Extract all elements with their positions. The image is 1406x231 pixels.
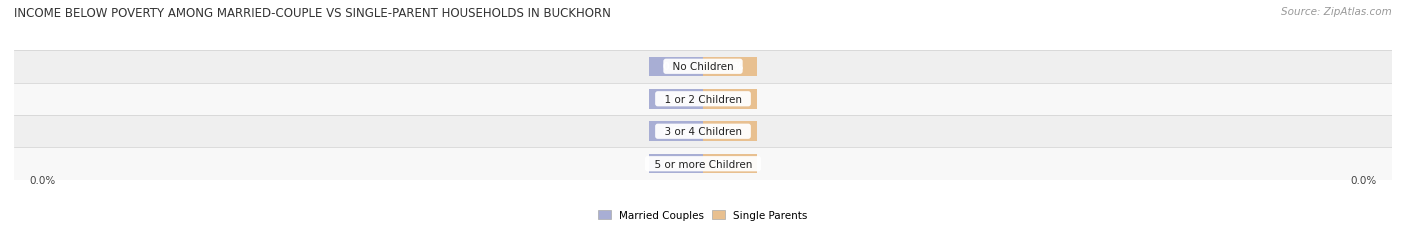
Bar bbox=[14, 83, 1392, 116]
Text: INCOME BELOW POVERTY AMONG MARRIED-COUPLE VS SINGLE-PARENT HOUSEHOLDS IN BUCKHOR: INCOME BELOW POVERTY AMONG MARRIED-COUPL… bbox=[14, 7, 612, 20]
Text: 0.0%: 0.0% bbox=[1350, 175, 1376, 185]
Text: Source: ZipAtlas.com: Source: ZipAtlas.com bbox=[1281, 7, 1392, 17]
Bar bbox=[703, 154, 756, 174]
Text: 0.0%: 0.0% bbox=[716, 127, 744, 137]
Text: 0.0%: 0.0% bbox=[716, 159, 744, 169]
Text: 0.0%: 0.0% bbox=[662, 62, 690, 72]
Legend: Married Couples, Single Parents: Married Couples, Single Parents bbox=[595, 206, 811, 224]
Bar bbox=[650, 122, 703, 141]
Text: 3 or 4 Children: 3 or 4 Children bbox=[658, 127, 748, 137]
Text: 0.0%: 0.0% bbox=[30, 175, 56, 185]
Bar bbox=[703, 57, 756, 77]
Bar bbox=[703, 90, 756, 109]
Text: 5 or more Children: 5 or more Children bbox=[648, 159, 758, 169]
Text: 0.0%: 0.0% bbox=[716, 62, 744, 72]
Text: 0.0%: 0.0% bbox=[662, 159, 690, 169]
Text: No Children: No Children bbox=[666, 62, 740, 72]
Bar bbox=[703, 122, 756, 141]
Text: 0.0%: 0.0% bbox=[716, 94, 744, 104]
Text: 1 or 2 Children: 1 or 2 Children bbox=[658, 94, 748, 104]
Bar bbox=[14, 51, 1392, 83]
Bar bbox=[650, 154, 703, 174]
Bar bbox=[650, 90, 703, 109]
Text: 0.0%: 0.0% bbox=[662, 127, 690, 137]
Text: 0.0%: 0.0% bbox=[662, 94, 690, 104]
Bar bbox=[14, 148, 1392, 180]
Bar bbox=[650, 57, 703, 77]
Bar bbox=[14, 116, 1392, 148]
